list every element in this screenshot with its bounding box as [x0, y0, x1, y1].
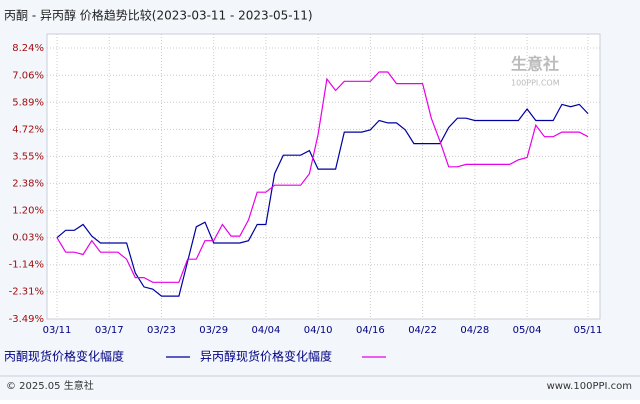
x-tick-label: 04/04 — [252, 325, 281, 336]
plot-area — [46, 33, 601, 320]
x-tick-label: 04/28 — [460, 325, 489, 336]
x-tick-label: 04/22 — [408, 325, 437, 336]
x-tick-label: 04/16 — [356, 325, 385, 336]
x-tick-label: 03/11 — [43, 325, 72, 336]
y-tick-label: 5.89% — [12, 97, 44, 108]
chart-title: 丙酮 - 异丙醇 价格趋势比较(2023-03-11 - 2023-05-11) — [4, 8, 313, 23]
x-tick-label: 04/10 — [304, 325, 333, 336]
y-tick-label: -3.49% — [9, 314, 44, 325]
y-tick-label: 7.06% — [12, 70, 44, 81]
y-tick-label: 4.72% — [12, 124, 44, 135]
legend-label: 异丙醇现货价格变化幅度 — [200, 349, 332, 364]
x-tick-label: 03/23 — [147, 325, 176, 336]
x-tick-label: 05/11 — [574, 325, 603, 336]
y-tick-label: 1.20% — [12, 206, 44, 217]
x-tick-label: 03/17 — [95, 325, 124, 336]
footer-right: www.100PPI.com — [547, 381, 632, 392]
series-line — [56, 103, 589, 297]
y-tick-label: 2.38% — [12, 178, 44, 189]
y-tick-label: 8.24% — [12, 43, 44, 54]
y-tick-label: 3.55% — [12, 151, 44, 162]
x-tick-label: 05/04 — [513, 325, 542, 336]
y-tick-label: 0.03% — [12, 233, 44, 244]
watermark: 生意社 — [511, 55, 559, 74]
series-line — [56, 71, 589, 283]
y-tick-label: -1.14% — [9, 260, 44, 271]
x-tick-label: 03/29 — [199, 325, 228, 336]
y-tick-label: -2.31% — [9, 287, 44, 298]
watermark-sub: 100PPI.COM — [511, 79, 560, 88]
legend-label: 丙酮现货价格变化幅度 — [4, 349, 124, 364]
footer-left: © 2025.05 生意社 — [6, 379, 94, 392]
